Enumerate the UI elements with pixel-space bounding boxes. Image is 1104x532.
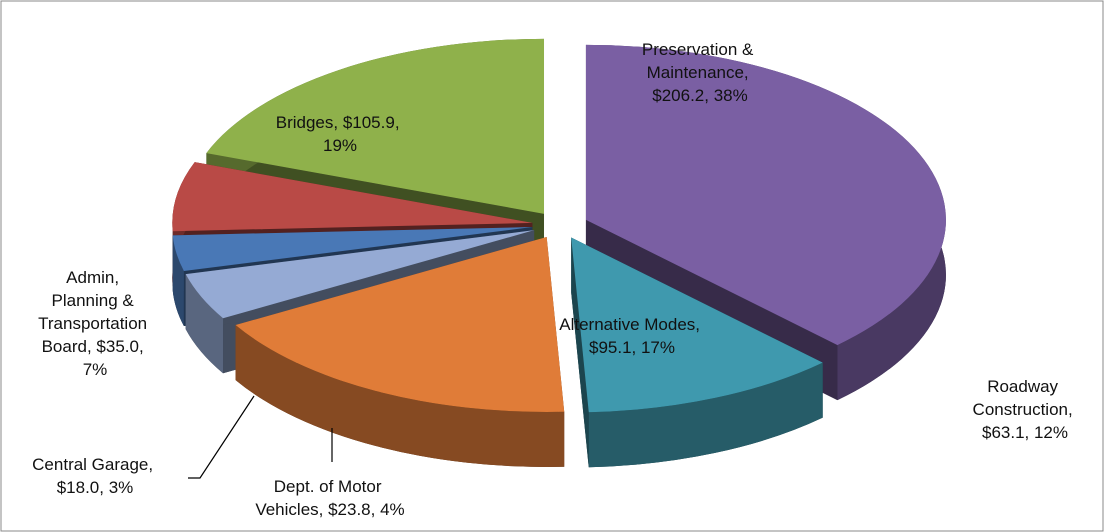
data-label: Bridges, $105.9, 19% — [276, 113, 405, 155]
label-line: Central Garage, — [32, 455, 158, 474]
label-line: Construction, — [973, 400, 1078, 419]
slice — [585, 44, 946, 346]
slice — [185, 230, 535, 319]
slice — [571, 237, 823, 413]
data-label: Central Garage, $18.0, 3% — [32, 455, 158, 497]
label-line: Admin, — [66, 268, 124, 287]
label-line: $206.2, 38% — [652, 86, 747, 105]
slice — [206, 38, 545, 214]
label-line: $95.1, 17% — [589, 338, 675, 357]
labels: Preservation & Maintenance, $206.2, 38% R… — [32, 40, 1077, 519]
label-line: Maintenance, — [647, 63, 754, 82]
data-label: Admin, Planning & Transportation Board, … — [38, 268, 152, 379]
label-line: Preservation & — [642, 40, 758, 59]
label-line: Alternative Modes, — [559, 315, 705, 334]
slice — [172, 162, 533, 232]
slice-side — [571, 237, 589, 468]
label-line: Dept. of Motor — [274, 477, 386, 496]
slice-wall — [235, 325, 565, 467]
label-line: Board, $35.0, — [42, 337, 149, 356]
label-line: Roadway — [987, 377, 1063, 396]
slice-wall — [588, 362, 823, 468]
data-label: Roadway Construction, $63.1, 12% — [973, 377, 1078, 442]
slice — [235, 236, 565, 412]
data-label: Preservation & Maintenance, $206.2, 38% — [642, 40, 758, 105]
label-line: $63.1, 12% — [982, 423, 1068, 442]
label-line: 19% — [323, 136, 357, 155]
slice-wall — [185, 274, 224, 374]
label-line: Transportation — [38, 314, 152, 333]
leader-line — [188, 395, 255, 479]
slice-wall — [172, 235, 184, 327]
data-label: Dept. of Motor Vehicles, $23.8, 4% — [255, 477, 404, 519]
label-line: $18.0, 3% — [57, 478, 134, 497]
label-line: Vehicles, $23.8, 4% — [255, 500, 404, 519]
slice — [172, 227, 533, 272]
label-line: Bridges, $105.9, — [276, 113, 405, 132]
slice-side — [185, 230, 535, 330]
label-line: 7% — [83, 360, 108, 379]
label-line: Planning & — [52, 291, 139, 310]
data-label: Alternative Modes, $95.1, 17% — [559, 315, 705, 357]
pie — [172, 38, 946, 468]
